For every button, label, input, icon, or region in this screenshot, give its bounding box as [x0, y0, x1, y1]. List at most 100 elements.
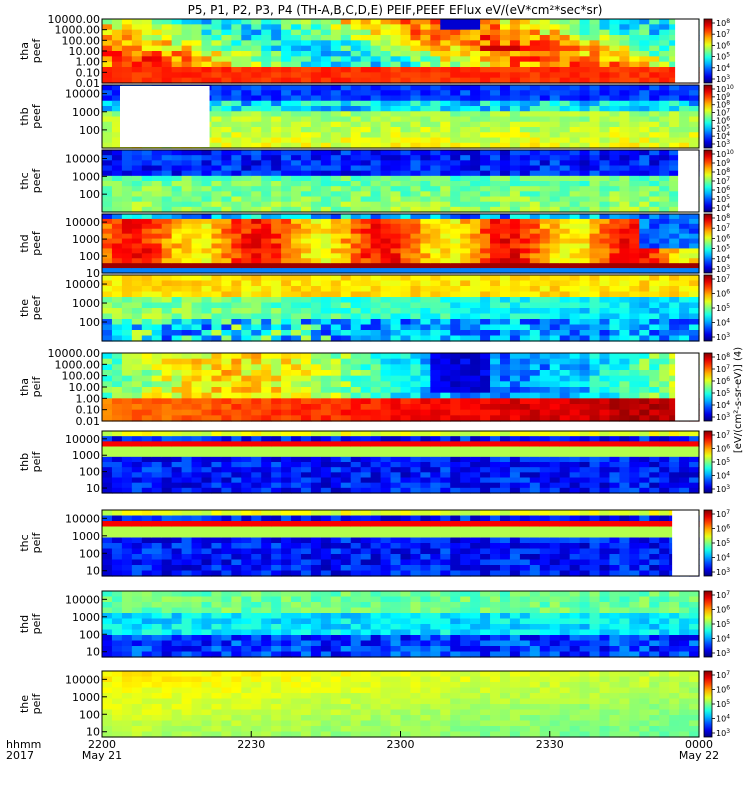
heatmap-cell [430, 100, 441, 107]
heatmap-cell [161, 364, 173, 371]
heatmap-cell [629, 196, 640, 203]
heatmap-cell [639, 137, 650, 144]
heatmap-cell [519, 375, 531, 382]
heatmap-cell [111, 67, 123, 73]
heatmap-cell [102, 121, 113, 128]
heatmap-cell [480, 228, 491, 235]
heatmap-cell [241, 95, 252, 102]
heatmap-cell [241, 258, 252, 264]
heatmap-cell [450, 297, 461, 304]
heatmap-cell [241, 72, 252, 79]
heatmap-cell [629, 24, 640, 31]
heatmap-cell [420, 324, 431, 331]
heatmap-cell [410, 90, 421, 97]
heatmap-cell [301, 45, 312, 52]
heatmap-cell [370, 302, 382, 309]
heatmap-cell [390, 291, 402, 298]
heatmap-cell [569, 275, 581, 282]
heatmap-cell [420, 29, 431, 36]
heatmap-cell [301, 441, 312, 448]
heatmap-cell [201, 398, 213, 405]
heatmap-cell [330, 291, 342, 298]
y-label-quantity: peef [30, 168, 43, 194]
heatmap-cell [251, 160, 262, 167]
heatmap-cell [519, 223, 531, 230]
heatmap-cell [320, 263, 332, 269]
heatmap-cell [261, 248, 272, 254]
heatmap-cell [131, 238, 143, 245]
heatmap-cell [689, 286, 700, 293]
heatmap-cell [619, 387, 630, 394]
heatmap-cell [430, 238, 441, 245]
heatmap-cell [519, 127, 531, 133]
heatmap-cell [539, 127, 551, 133]
heatmap-cell [281, 106, 292, 112]
heatmap-cell [141, 381, 153, 388]
heatmap-cell [151, 155, 163, 161]
heatmap-cell [241, 196, 252, 203]
heatmap-cell [161, 286, 173, 293]
heatmap-cell [420, 253, 431, 259]
heatmap-cell [360, 111, 372, 118]
heatmap-cell [241, 370, 252, 377]
colorbar-tick-label: 106 [716, 115, 730, 125]
heatmap-cell [330, 111, 342, 118]
heatmap-cell [161, 291, 173, 298]
heatmap-cell [569, 218, 581, 225]
heatmap-cell [400, 409, 412, 416]
heatmap-cell [390, 45, 402, 52]
heatmap-cell [320, 100, 332, 107]
heatmap-cell [629, 77, 640, 84]
heatmap-cell [410, 441, 421, 448]
heatmap-cell [569, 286, 581, 293]
heatmap-cell [301, 201, 312, 208]
heatmap-cell [649, 268, 660, 274]
heatmap-cell [291, 370, 302, 377]
heatmap-cell [390, 275, 402, 282]
heatmap-cell [131, 258, 143, 264]
heatmap-cell [151, 223, 163, 230]
heatmap-cell [221, 451, 232, 458]
heatmap-cell [231, 243, 242, 250]
heatmap-cell [450, 127, 461, 133]
heatmap-cell [340, 467, 352, 473]
heatmap-cell [609, 67, 620, 73]
heatmap-cell [171, 77, 183, 84]
heatmap-cell [241, 263, 252, 269]
heatmap-cell [519, 330, 531, 337]
heatmap-cell [350, 45, 362, 52]
heatmap-cell [131, 248, 143, 254]
heatmap-cell [599, 364, 611, 371]
heatmap-cell [320, 487, 332, 494]
heatmap-cell [599, 24, 611, 31]
heatmap-cell [509, 268, 521, 274]
heatmap-cell [251, 67, 262, 73]
heatmap-cell [320, 72, 332, 79]
heatmap-cell [529, 19, 541, 25]
heatmap-cell [500, 214, 511, 220]
heatmap-cell [470, 191, 481, 198]
heatmap-cell [241, 302, 252, 309]
heatmap-cell [460, 181, 471, 187]
heatmap-cell [649, 150, 660, 156]
heatmap-cell [350, 387, 362, 394]
heatmap-cell [619, 121, 630, 128]
heatmap-cell [460, 482, 471, 489]
heatmap-cell [420, 111, 431, 118]
heatmap-cell [579, 375, 591, 382]
heatmap-cell [261, 19, 272, 25]
heatmap-cell [609, 121, 620, 128]
heatmap-cell [490, 319, 501, 326]
heatmap-cell [679, 286, 690, 293]
heatmap-cell [131, 297, 143, 304]
heatmap-cell [519, 19, 531, 25]
heatmap-cell [679, 233, 690, 240]
heatmap-cell [460, 409, 471, 416]
heatmap-cell [400, 206, 412, 213]
heatmap-cell [151, 387, 163, 394]
heatmap-cell [111, 297, 123, 304]
heatmap-cell [320, 150, 332, 156]
heatmap-cell [649, 121, 660, 128]
heatmap-cell [519, 196, 531, 203]
heatmap-cell [669, 238, 680, 245]
